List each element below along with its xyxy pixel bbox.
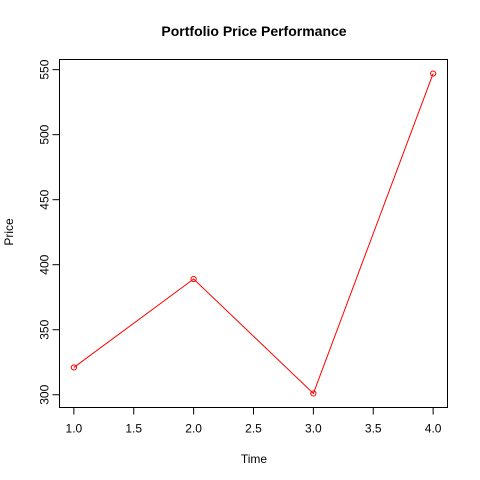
y-tick-label: 450 xyxy=(38,189,52,209)
y-axis: 300 350 400 450 500 550 xyxy=(38,59,60,405)
x-tick-label: 3.0 xyxy=(305,422,322,436)
x-axis-label: Time xyxy=(241,452,268,466)
y-tick-label: 400 xyxy=(38,254,52,274)
x-tick-label: 2.5 xyxy=(245,422,262,436)
plot-frame xyxy=(59,59,448,408)
x-tick-label: 1.0 xyxy=(66,422,83,436)
y-axis-label: Price xyxy=(2,218,16,246)
y-tick-label: 350 xyxy=(38,319,52,339)
x-tick-label: 1.5 xyxy=(125,422,142,436)
series-line xyxy=(73,73,434,395)
y-tick-label: 500 xyxy=(38,124,52,144)
x-tick-label: 2.0 xyxy=(185,422,202,436)
chart-title: Portfolio Price Performance xyxy=(161,23,346,39)
y-tick-label: 550 xyxy=(38,59,52,79)
x-axis: 1.0 1.5 2.0 2.5 3.0 3.5 4.0 xyxy=(66,407,442,436)
y-tick-label: 300 xyxy=(38,384,52,404)
x-tick-label: 3.5 xyxy=(365,422,382,436)
data-point xyxy=(430,70,437,77)
series-layer xyxy=(70,70,437,397)
data-point xyxy=(190,275,197,283)
data-point xyxy=(310,390,317,397)
data-point xyxy=(70,364,77,371)
x-tick-label: 4.0 xyxy=(425,422,442,436)
